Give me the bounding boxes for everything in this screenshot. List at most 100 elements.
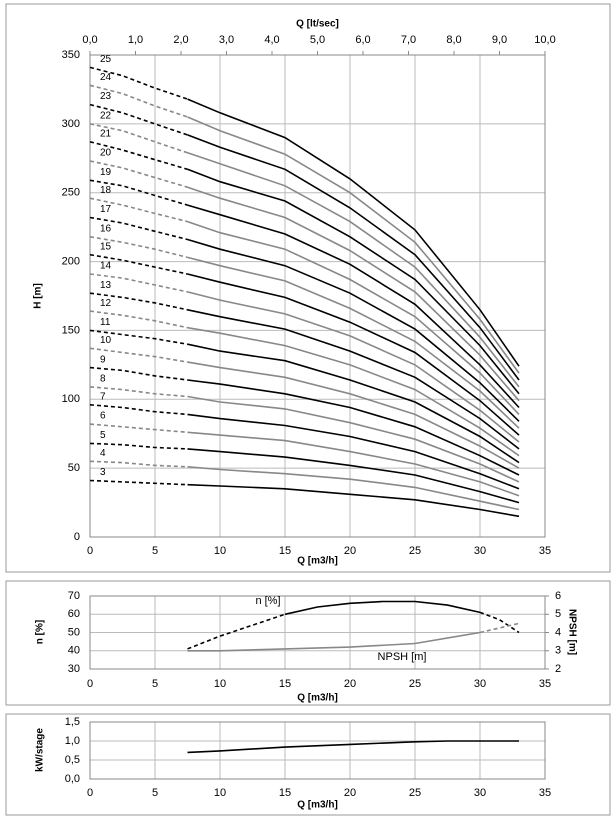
curve	[89, 84, 188, 118]
x-tick-label: 15	[279, 678, 291, 690]
y-tick-label: 50	[68, 462, 80, 474]
y-tick-label: 250	[62, 187, 80, 199]
series-label: 15	[100, 241, 112, 252]
curve	[187, 291, 520, 443]
x2-tick-label: 1,0	[128, 34, 143, 46]
curve	[284, 600, 481, 616]
y2-tick-label: 4	[555, 626, 561, 638]
curve	[89, 123, 188, 154]
series-label: 21	[100, 128, 112, 139]
x-tick-label: 5	[152, 545, 158, 557]
plot-frame	[89, 54, 546, 538]
x-tick-label: 25	[409, 787, 421, 799]
series-label: 11	[100, 317, 111, 328]
x2-tick-label: 3,0	[219, 34, 234, 46]
curve	[89, 292, 188, 311]
y-tick-label: 60	[68, 608, 80, 620]
x2-tick-label: 8,0	[446, 34, 461, 46]
curve	[89, 273, 188, 293]
y-tick-label: 0,0	[65, 773, 80, 785]
x-axis-title: Q [m3/h]	[297, 800, 338, 811]
curve	[187, 273, 520, 436]
x-tick-label: 35	[539, 545, 551, 557]
y2-tick-label: 3	[555, 645, 561, 657]
series-label: 9	[100, 354, 106, 365]
curve	[187, 431, 520, 497]
x-axis-title: Q [m3/h]	[297, 556, 338, 567]
series-label: NPSH [m]	[378, 651, 427, 663]
series-label: 23	[100, 91, 112, 102]
x2-tick-label: 4,0	[264, 34, 279, 46]
x-tick-label: 25	[409, 678, 421, 690]
y-tick-label: 70	[68, 590, 80, 602]
x-axis-title: Q [m3/h]	[297, 693, 338, 704]
curve	[187, 256, 520, 429]
series-label: 12	[100, 298, 112, 309]
curve	[187, 613, 286, 650]
series-label: 16	[100, 223, 112, 234]
x-tick-label: 10	[214, 678, 226, 690]
series-label: 19	[100, 167, 112, 178]
y-axis-title: H [m]	[33, 283, 44, 309]
x-tick-label: 10	[214, 787, 226, 799]
curve	[187, 448, 520, 504]
curve	[187, 379, 520, 476]
series-label: 8	[100, 374, 106, 385]
x-tick-label: 30	[474, 787, 486, 799]
series-label: 18	[100, 185, 112, 196]
curve	[89, 103, 188, 136]
x-tick-label: 20	[344, 545, 356, 557]
curve	[187, 186, 520, 402]
y-tick-label: 300	[62, 118, 80, 130]
curve	[187, 466, 520, 511]
curve	[89, 460, 188, 468]
curve	[89, 66, 188, 100]
x2-tick-label: 5,0	[310, 34, 325, 46]
x2-tick-label: 2,0	[173, 34, 188, 46]
series-label: 24	[100, 72, 112, 83]
x-tick-label: 20	[344, 678, 356, 690]
x-tick-label: 25	[409, 545, 421, 557]
curve	[89, 479, 188, 486]
x-tick-label: 15	[279, 545, 291, 557]
y-tick-label: 0,5	[65, 754, 80, 766]
y-tick-label: 0	[74, 531, 80, 543]
curve	[187, 238, 520, 422]
curve	[187, 220, 520, 415]
y-tick-label: 50	[68, 626, 80, 638]
series-label: 6	[100, 411, 106, 422]
series-label: 3	[100, 467, 106, 478]
curve	[187, 98, 520, 367]
curve	[89, 141, 188, 171]
x2-tick-label: 9,0	[492, 34, 507, 46]
curve	[187, 740, 519, 754]
x-tick-label: 20	[344, 787, 356, 799]
curve	[187, 134, 520, 381]
curve	[187, 152, 520, 388]
y2-tick-label: 5	[555, 608, 561, 620]
curve	[89, 310, 188, 329]
curve	[187, 343, 520, 464]
series-label: 25	[100, 54, 112, 65]
y-tick-label: 1,0	[65, 735, 80, 747]
x-tick-label: 0	[87, 545, 93, 557]
series-label: 10	[100, 335, 112, 346]
series-label: 22	[100, 110, 112, 121]
plot-frame	[89, 721, 546, 780]
y-tick-label: 1,5	[65, 716, 80, 728]
x-tick-label: 35	[539, 678, 551, 690]
x-tick-label: 30	[474, 678, 486, 690]
curve	[187, 309, 520, 450]
curve	[187, 413, 520, 490]
x-tick-label: 30	[474, 545, 486, 557]
curve	[187, 395, 520, 483]
x2-tick-label: 10,0	[534, 34, 555, 46]
series-label: 20	[100, 148, 112, 159]
y-axis-title: n [%]	[35, 620, 46, 644]
y-tick-label: 150	[62, 324, 80, 336]
plot-frame	[89, 595, 546, 670]
panel-efficiency	[5, 580, 611, 706]
series-label: 7	[100, 391, 106, 402]
y-axis-title: kW/stage	[35, 728, 46, 772]
curve	[89, 347, 188, 363]
